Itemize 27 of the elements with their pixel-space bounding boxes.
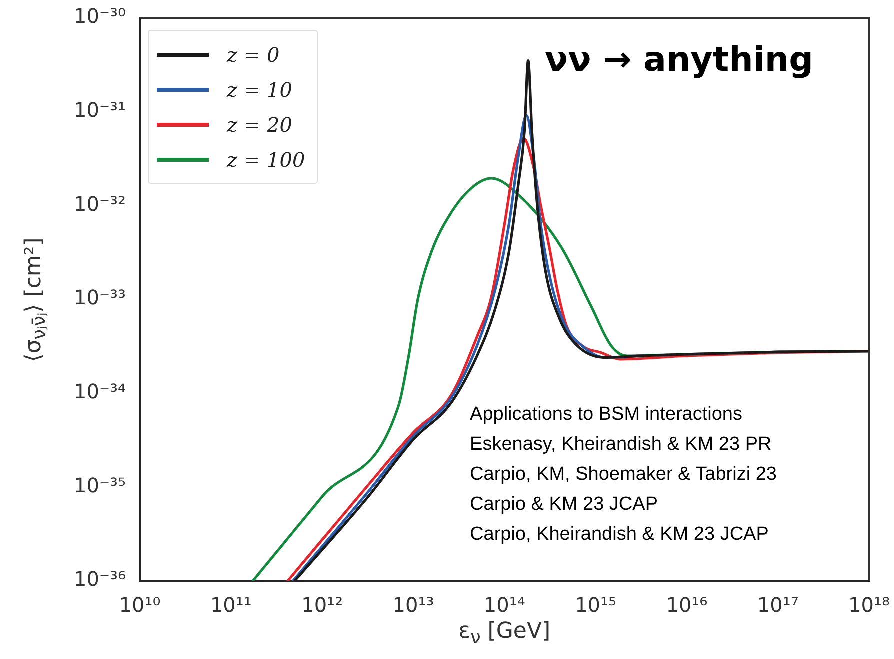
legend-label: z = 20: [227, 112, 292, 136]
y-tick-label: 10⁻³³: [74, 286, 126, 310]
x-tick-label: 10¹²: [302, 593, 344, 618]
annotation: Eskenasy, Kheirandish & KM 23 PR: [470, 433, 773, 457]
legend-label: z = 0: [227, 42, 280, 66]
annotation: Carpio & KM 23 JCAP: [470, 493, 659, 517]
x-tick-label: 10¹¹: [210, 593, 252, 618]
y-tick-label: 10⁻³⁰: [74, 4, 126, 28]
annotation: Carpio, Kheirandish & KM 23 JCAP: [470, 523, 770, 547]
legend-label: z = 10: [227, 78, 292, 102]
x-tick-label: 10¹⁰: [119, 593, 161, 618]
x-tick-label: 10¹⁷: [757, 593, 799, 618]
y-tick-label: 10⁻³⁶: [74, 567, 126, 592]
x-tick-label: 10¹⁸: [848, 593, 890, 618]
legend-label: z = 100: [227, 148, 306, 172]
x-tick-label: 10¹⁵: [575, 593, 617, 618]
annotation: νν → anything: [545, 40, 814, 80]
y-tick-label: 10⁻³²: [74, 192, 126, 216]
y-tick-label: 10⁻³⁴: [74, 380, 126, 404]
x-tick-label: 10¹³: [392, 593, 434, 618]
annotation: Applications to BSM interactions: [470, 403, 744, 427]
y-tick-label: 10⁻³⁵: [74, 473, 126, 498]
x-axis-title: ε$_{ν}$ [GeV]: [458, 619, 552, 648]
x-tick-label: 10¹⁴: [484, 593, 526, 618]
annotation: Carpio, KM, Shoemaker & Tabrizi 23: [470, 463, 777, 487]
y-tick-label: 10⁻³¹: [74, 98, 126, 122]
x-tick-label: 10¹⁶: [666, 593, 708, 618]
